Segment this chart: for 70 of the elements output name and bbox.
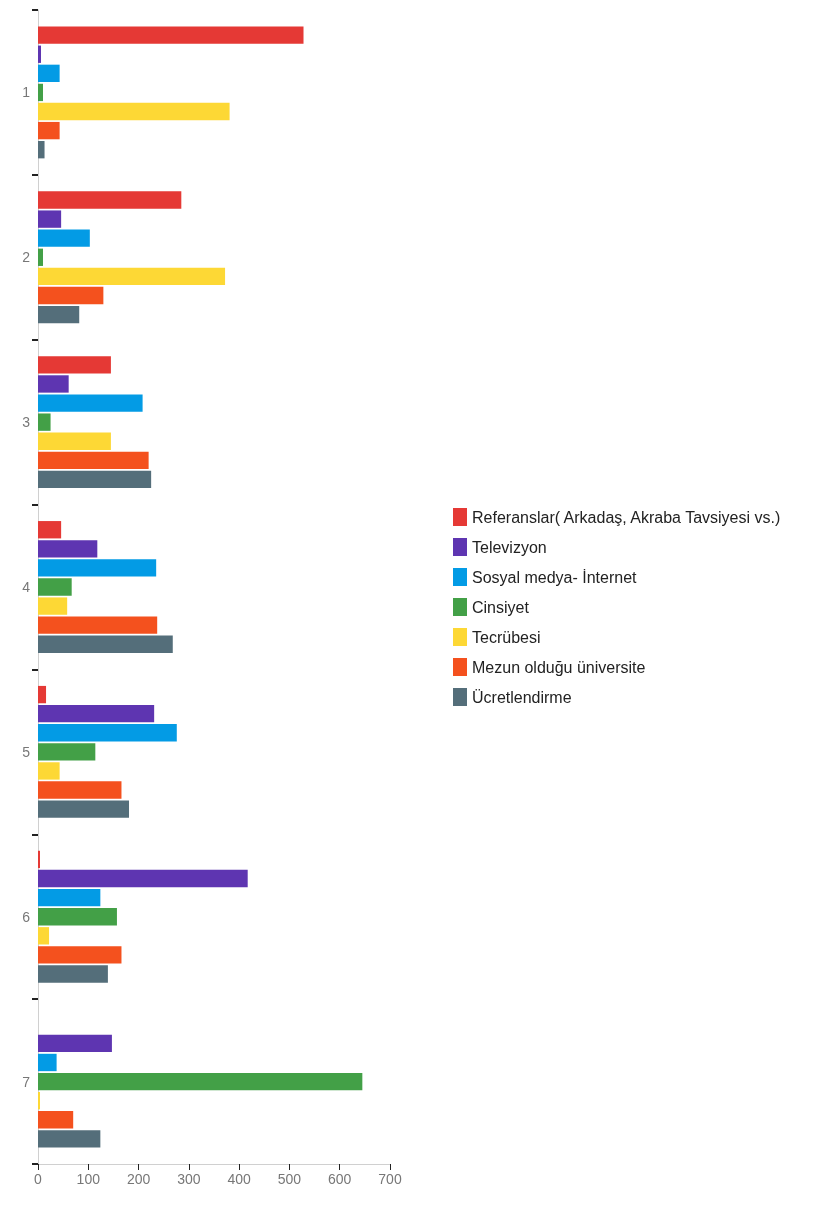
bar: [38, 432, 111, 450]
bar: [38, 1111, 74, 1129]
bar: [38, 705, 155, 723]
bar: [38, 121, 60, 140]
bar: [38, 26, 304, 44]
bar: [38, 83, 44, 102]
bar: [38, 869, 248, 888]
bar: [38, 267, 226, 286]
bar: [38, 141, 45, 159]
bar: [38, 286, 104, 305]
bar: [38, 1053, 57, 1072]
x-tick-label: 300: [177, 1171, 201, 1187]
legend-label: Tecrübesi: [472, 628, 541, 646]
bar: [38, 743, 96, 761]
bar: [38, 1034, 112, 1053]
bar: [38, 394, 143, 412]
bar: [38, 888, 101, 907]
bar: [38, 850, 41, 869]
bar: [38, 540, 98, 558]
x-tick-label: 100: [76, 1171, 101, 1187]
bar: [38, 413, 51, 431]
bar: [38, 800, 130, 818]
y-tick-label: 5: [22, 743, 31, 760]
x-tick-label: 600: [328, 1171, 352, 1187]
bar: [38, 908, 117, 926]
legend-label: Referanslar( Arkadaş, Akraba Tavsiyesi vs.): [472, 508, 781, 526]
bar: [38, 45, 42, 63]
bar: [38, 375, 69, 393]
bar: [38, 616, 158, 634]
bar: [38, 451, 149, 469]
bar: [38, 635, 173, 653]
x-tick-label: 400: [227, 1171, 252, 1187]
x-tick-label: 700: [378, 1171, 402, 1187]
bar: [38, 927, 50, 945]
x-tick-label: 500: [277, 1171, 302, 1187]
legend-label: Cinsiyet: [472, 598, 530, 616]
y-tick-label: 2: [22, 249, 31, 266]
bar: [38, 521, 62, 539]
bar: [38, 965, 108, 983]
y-tick-label: 3: [22, 414, 31, 431]
bar: [38, 305, 80, 324]
x-tick-label: 200: [126, 1171, 151, 1187]
legend-label: Ücretlendirme: [472, 688, 572, 706]
y-tick-label: 7: [22, 1073, 31, 1090]
bar: [38, 724, 177, 742]
bar: [38, 102, 230, 121]
bar: [38, 1130, 101, 1148]
legend-label: Sosyal medya- İnternet: [472, 567, 638, 586]
legend-label: Mezun olduğu üniversite: [472, 658, 646, 676]
bar: [38, 781, 122, 799]
y-tick-label: 6: [22, 908, 31, 925]
legend-label: Televizyon: [472, 538, 547, 556]
bar: [38, 210, 62, 228]
bar: [38, 946, 122, 964]
bar: [38, 191, 182, 209]
bar: [38, 597, 68, 615]
bar: [38, 64, 60, 83]
y-tick-label: 1: [22, 84, 31, 101]
bar: [38, 578, 72, 596]
x-tick-label: 0: [34, 1171, 43, 1187]
y-tick-label: 4: [22, 579, 31, 595]
bar: [38, 762, 60, 780]
bar: [38, 685, 47, 704]
bar: [38, 248, 44, 266]
bar: [38, 229, 90, 247]
bar: [38, 470, 152, 489]
bar: [38, 1072, 363, 1091]
bar: [38, 356, 111, 374]
bar: [38, 559, 157, 577]
bar: [38, 1091, 41, 1110]
